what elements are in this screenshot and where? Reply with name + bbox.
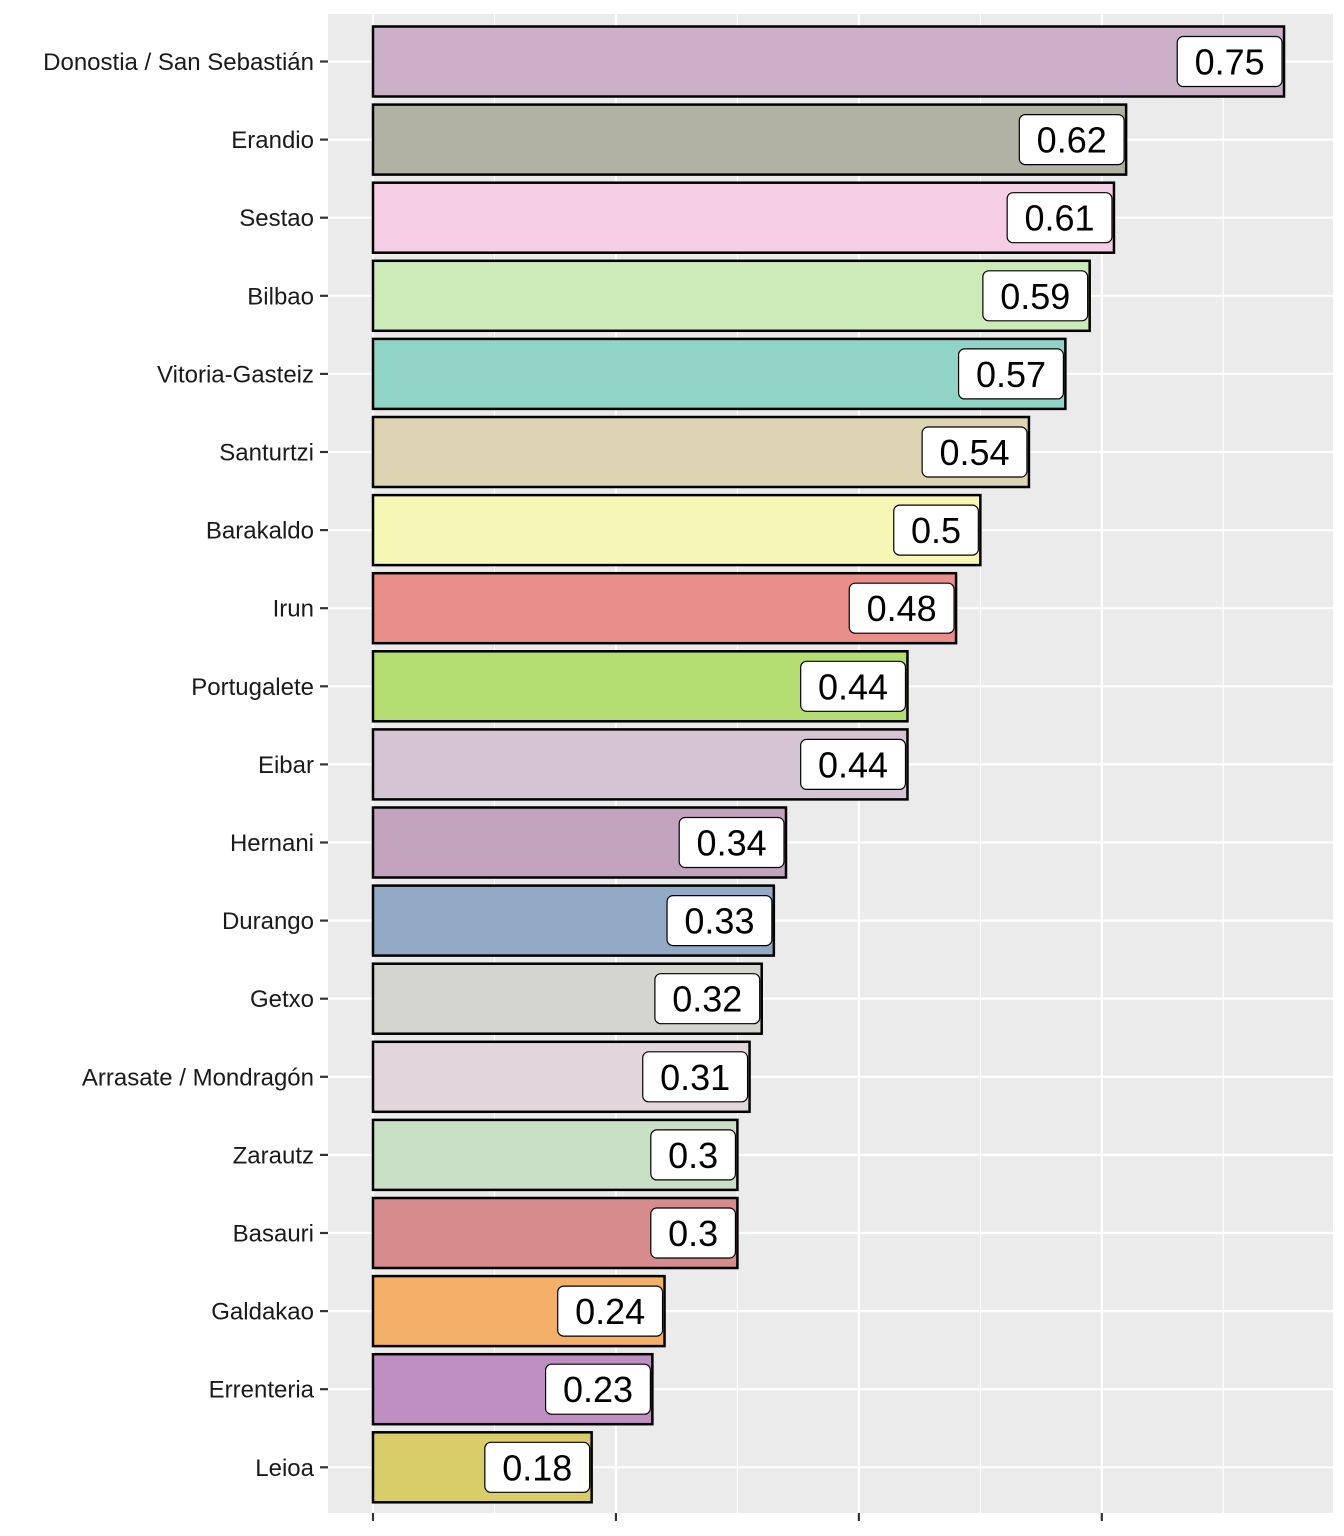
y-axis-tick-label: Erandio [231,127,314,154]
value-label-box [1018,113,1125,166]
value-label-box [1006,192,1113,244]
bar [371,181,1116,254]
y-axis-tick-label: Arrasate / Mondragón [82,1064,314,1091]
value-label: 0.75 [1195,42,1265,83]
y-axis-tick-label: Hernani [230,830,314,857]
value-label-box [982,270,1089,322]
value-label-box [848,582,955,634]
value-label: 0.57 [976,354,1046,395]
y-axis-tick-label: Santurtzi [219,440,314,467]
x-axis [371,1513,1103,1521]
value-label: 0.61 [1025,198,1095,239]
y-axis-tick-label: Galdakao [211,1299,314,1326]
value-label: 0.3 [668,1213,718,1254]
y-axis-tick-label: Zarautz [233,1142,314,1169]
value-label-box [484,1441,591,1493]
value-label: 0.44 [818,744,888,785]
y-axis: Donostia / San Sebastián Erandio Sestao Bil… [43,49,328,1482]
value-label-box [650,1207,737,1259]
value-label-box [1176,35,1283,88]
y-axis-tick-label: Vitoria-Gasteiz [157,361,314,388]
value-labels: 0.75 0.62 0.61 0.59 0.57 0.54 0.5 0.48 0.44 0.44 0… [484,35,1283,1493]
y-axis-tick-label: Bilbao [247,283,314,310]
y-axis-tick-label: Irun [273,596,314,623]
value-label: 0.34 [697,823,767,864]
y-axis-tick-label: Eibar [258,752,314,779]
value-label: 0.54 [939,432,1009,473]
y-axis-tick-label: Portugalete [191,674,314,701]
value-label: 0.59 [1000,276,1070,317]
value-label-box [642,1051,749,1103]
value-label-box [957,348,1064,400]
value-label-box [678,816,785,869]
value-label-box [557,1285,664,1337]
value-label-box [650,1129,737,1181]
bar [371,259,1091,333]
value-label: 0.48 [867,588,937,629]
bar [371,25,1286,98]
value-label-box [666,894,773,947]
value-label: 0.24 [575,1291,645,1332]
value-label: 0.44 [818,666,888,707]
bar [371,103,1128,176]
value-label-box [544,1363,651,1415]
value-label: 0.23 [563,1369,633,1410]
value-label: 0.32 [672,979,742,1020]
bar [371,493,982,567]
y-axis-tick-label: Donostia / San Sebastián [43,49,314,76]
y-axis-tick-label: Sestao [239,205,314,232]
bar [371,337,1067,411]
y-axis-tick-label: Getxo [250,986,314,1013]
value-label: 0.62 [1037,120,1107,161]
bars [371,25,1286,1504]
value-label: 0.31 [660,1057,730,1098]
y-axis-tick-label: Errenteria [209,1377,315,1404]
y-axis-tick-label: Durango [222,908,314,935]
bar [371,415,1031,489]
value-label-box [654,973,761,1025]
y-axis-tick-label: Barakaldo [206,518,314,545]
y-axis-tick-label: Basauri [233,1221,314,1248]
value-label: 0.3 [668,1135,718,1176]
value-label-box [800,660,907,712]
value-label-box [800,738,907,791]
value-label: 0.5 [911,510,961,551]
value-label: 0.18 [502,1447,572,1488]
y-axis-tick-label: Leioa [255,1455,314,1482]
value-label-box [893,504,979,556]
value-label-box [921,426,1028,478]
value-label: 0.33 [684,901,754,942]
